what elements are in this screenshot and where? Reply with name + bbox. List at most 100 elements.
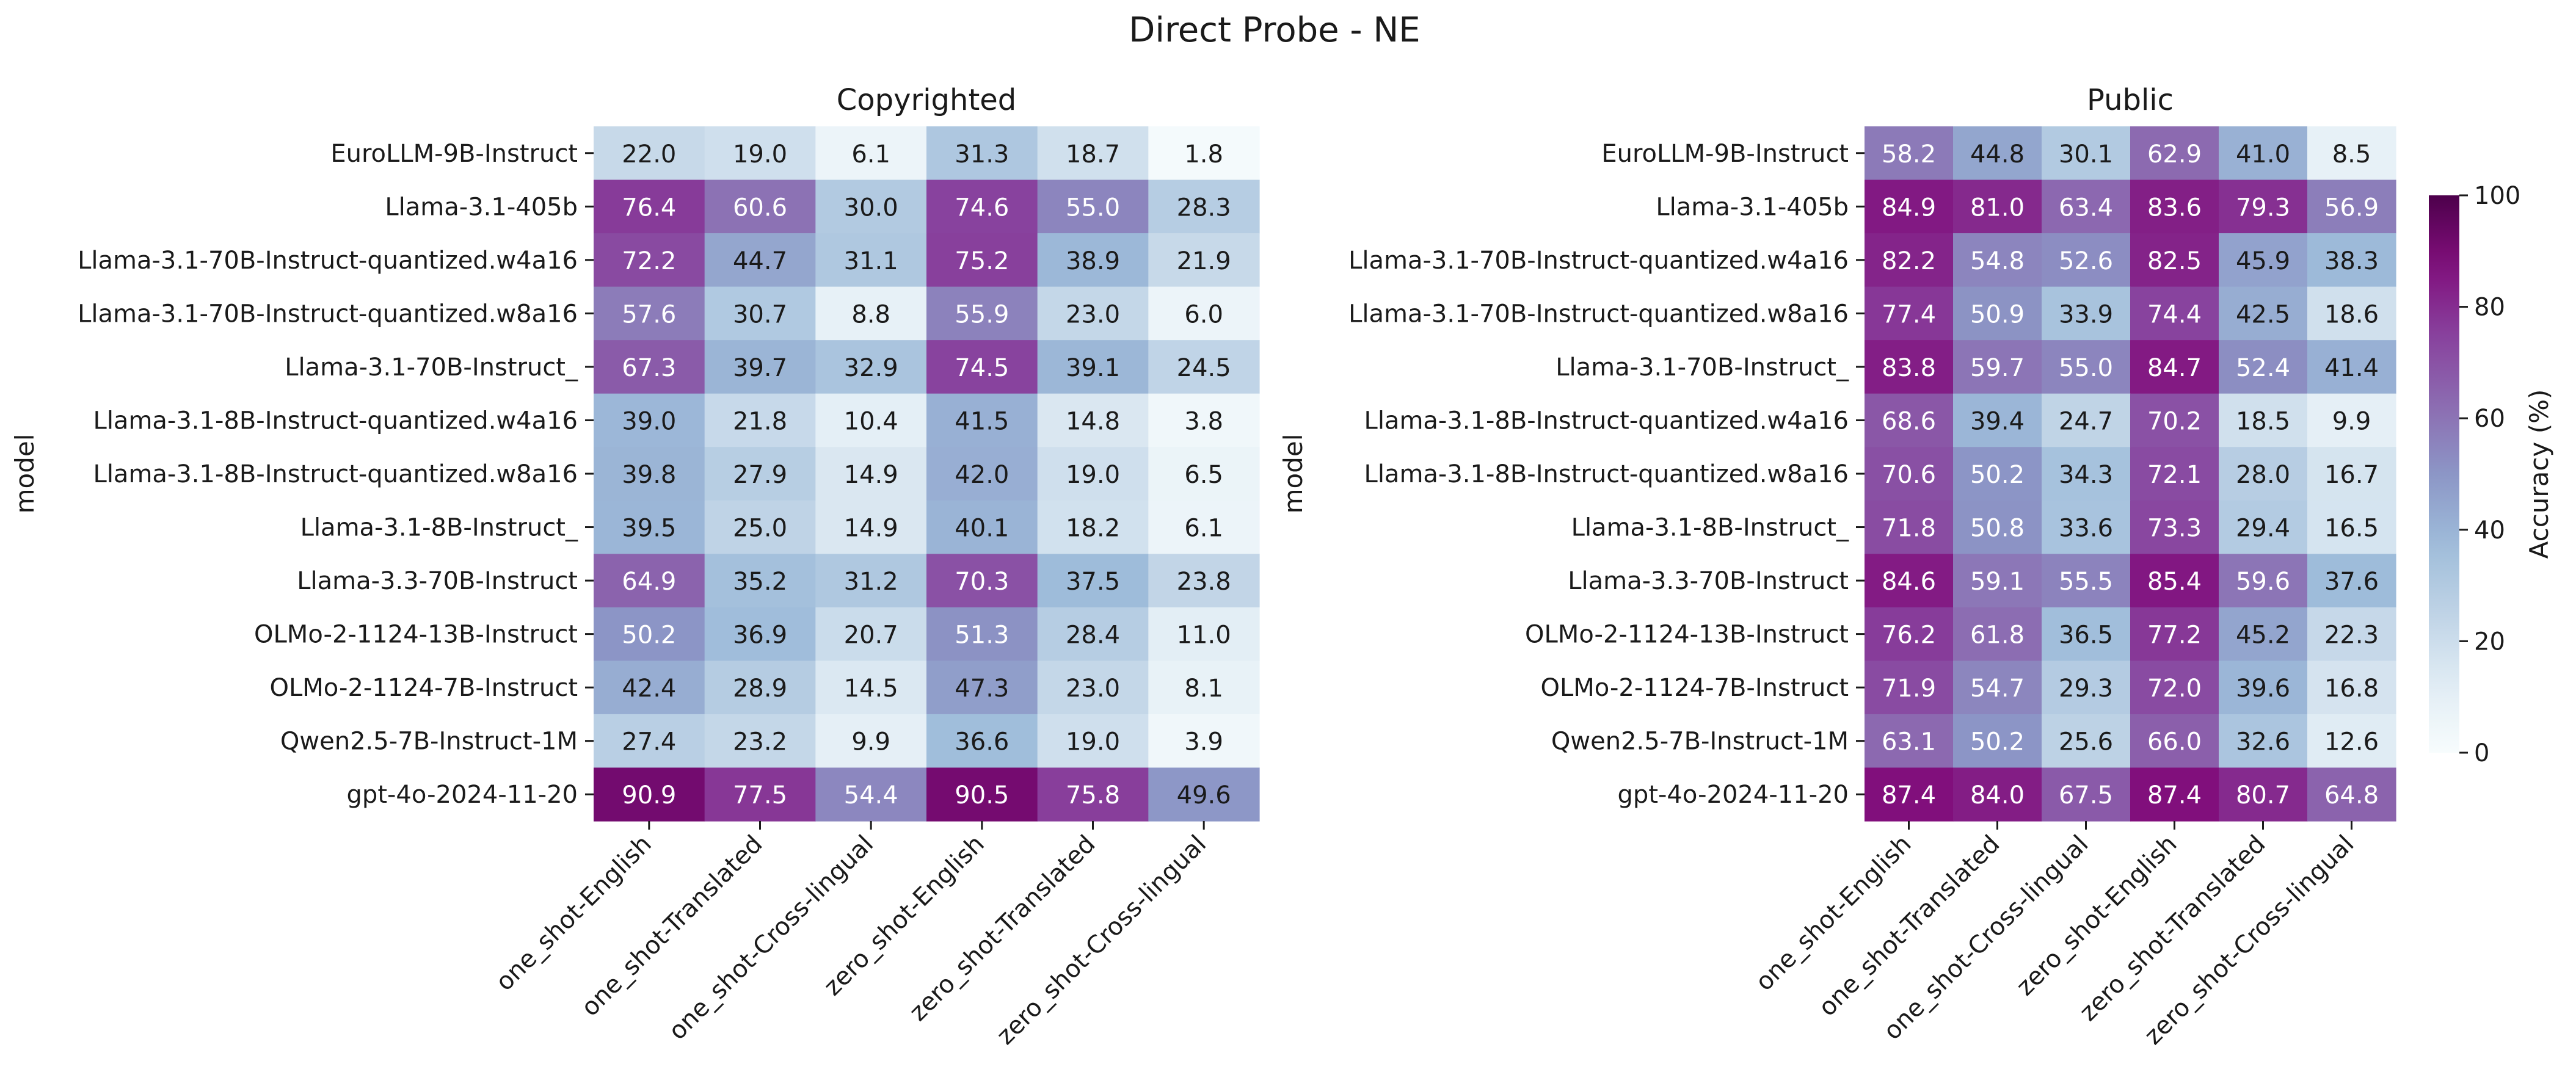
heatmap-cell <box>2130 233 2219 288</box>
heatmap-cell <box>594 286 705 341</box>
colorbar-tick-label: 0 <box>2474 739 2489 767</box>
heatmap-cell <box>1148 714 1260 769</box>
heatmap-cell <box>2042 714 2131 769</box>
cell-value-label: 22.0 <box>622 140 676 168</box>
cell-value-label: 63.1 <box>1882 728 1936 756</box>
cell-value-label: 70.3 <box>955 568 1009 596</box>
row-tick-label: Qwen2.5-7B-Instruct-1M <box>280 728 578 756</box>
heatmap-cell <box>2130 340 2219 394</box>
heatmap-cell <box>926 393 1038 447</box>
cell-value-label: 23.0 <box>1066 300 1120 328</box>
heatmap-cell <box>1037 179 1149 234</box>
heatmap-cell <box>1953 607 2042 661</box>
colorbar-gradient <box>2429 195 2459 753</box>
heatmap-cell <box>1953 447 2042 501</box>
heatmap-cell <box>2042 500 2131 554</box>
cell-value-label: 18.7 <box>1066 140 1120 168</box>
cell-value-label: 32.6 <box>2236 728 2290 756</box>
heatmap-cell <box>1865 179 1954 234</box>
heatmap-cell <box>1148 607 1260 661</box>
cell-value-label: 39.6 <box>2236 675 2290 703</box>
column-tick-label: zero_shot-Cross-lingual <box>991 830 1212 1051</box>
heatmap-cell <box>2307 447 2396 501</box>
cell-value-label: 75.8 <box>1066 781 1120 809</box>
cell-value-label: 74.5 <box>955 354 1009 382</box>
cell-value-label: 8.1 <box>1184 675 1223 703</box>
cell-value-label: 50.2 <box>1970 461 2025 489</box>
heatmap-cell <box>2219 661 2308 715</box>
heatmap-cell <box>1953 233 2042 288</box>
row-tick-label: Llama-3.1-8B-Instruct-quantized.w8a16 <box>93 460 578 488</box>
cell-value-label: 75.2 <box>955 247 1009 275</box>
heatmap-cell <box>1953 500 2042 554</box>
cell-value-label: 36.5 <box>2059 621 2113 650</box>
cell-value-label: 30.1 <box>2059 140 2113 168</box>
heatmap-cell <box>2307 661 2396 715</box>
cell-value-label: 41.5 <box>955 407 1009 435</box>
cell-value-label: 82.5 <box>2147 247 2202 275</box>
column-tick-label: zero_shot-English <box>2011 830 2183 1002</box>
heatmap-cell <box>2130 447 2219 501</box>
cell-value-label: 67.5 <box>2059 781 2113 809</box>
row-tick-label: Llama-3.3-70B-Instruct <box>297 567 578 595</box>
heatmap-cell <box>815 554 927 608</box>
heatmap-cell <box>1148 126 1260 181</box>
heatmap-cell <box>1148 554 1260 608</box>
heatmap-cell <box>926 179 1038 234</box>
heatmap-cell <box>2307 500 2396 554</box>
cell-value-label: 6.1 <box>851 140 890 168</box>
heatmap-cell <box>2307 340 2396 394</box>
cell-value-label: 39.4 <box>1970 407 2025 435</box>
cell-value-label: 74.6 <box>955 194 1009 222</box>
row-tick-label: Llama-3.1-8B-Instruct-quantized.w8a16 <box>1364 460 1849 488</box>
cell-value-label: 14.8 <box>1066 407 1120 435</box>
heatmap-cell <box>2219 500 2308 554</box>
cell-value-label: 22.3 <box>2324 621 2379 650</box>
heatmap-cell <box>2130 607 2219 661</box>
cell-value-label: 72.2 <box>622 247 676 275</box>
heatmap-cell <box>2219 233 2308 288</box>
cell-value-label: 50.2 <box>1970 728 2025 756</box>
cell-value-label: 71.9 <box>1882 675 1936 703</box>
heatmap-cell <box>815 179 927 234</box>
heatmap-cell <box>815 393 927 447</box>
heatmap-cell <box>2219 767 2308 822</box>
cell-value-label: 72.0 <box>2147 675 2202 703</box>
heatmap-cell <box>1037 393 1149 447</box>
cell-value-label: 28.9 <box>733 675 787 703</box>
row-tick-label: Qwen2.5-7B-Instruct-1M <box>1551 728 1849 756</box>
heatmap-cell <box>926 767 1038 822</box>
cell-value-label: 84.7 <box>2147 354 2202 382</box>
row-tick-label: OLMo-2-1124-7B-Instruct <box>269 674 578 702</box>
cell-value-label: 64.8 <box>2324 781 2379 809</box>
heatmap-cell <box>2219 554 2308 608</box>
heatmap-cell <box>2130 500 2219 554</box>
cell-value-label: 44.7 <box>733 247 787 275</box>
cell-value-label: 38.3 <box>2324 247 2379 275</box>
heatmap-cell <box>1037 554 1149 608</box>
heatmap-cell <box>704 447 816 501</box>
cell-value-label: 18.2 <box>1066 515 1120 543</box>
cell-value-label: 84.9 <box>1882 194 1936 222</box>
cell-value-label: 32.9 <box>844 354 898 382</box>
cell-value-label: 56.9 <box>2324 194 2379 222</box>
cell-value-label: 1.8 <box>1184 140 1223 168</box>
cell-value-label: 19.0 <box>1066 728 1120 756</box>
cell-value-label: 37.6 <box>2324 568 2379 596</box>
cell-value-label: 41.0 <box>2236 140 2290 168</box>
cell-value-label: 33.6 <box>2059 515 2113 543</box>
cell-value-label: 8.8 <box>851 300 890 328</box>
heatmap-cell <box>704 607 816 661</box>
cell-value-label: 19.0 <box>733 140 787 168</box>
row-tick-label: Llama-3.1-8B-Instruct_ <box>300 514 578 542</box>
heatmap-cell <box>815 767 927 822</box>
panel-public: Public 58.2 44.8 30.1 62.9 41.0 8.5 84.9 81.0 63.… <box>1278 83 2396 1050</box>
heatmap-cell <box>2219 126 2308 181</box>
heatmap-cell <box>815 714 927 769</box>
cell-value-label: 12.6 <box>2324 728 2379 756</box>
heatmap-cell <box>2219 447 2308 501</box>
heatmap-cell <box>1037 607 1149 661</box>
heatmap-cell <box>704 500 816 554</box>
cell-value-label: 20.7 <box>844 621 898 650</box>
